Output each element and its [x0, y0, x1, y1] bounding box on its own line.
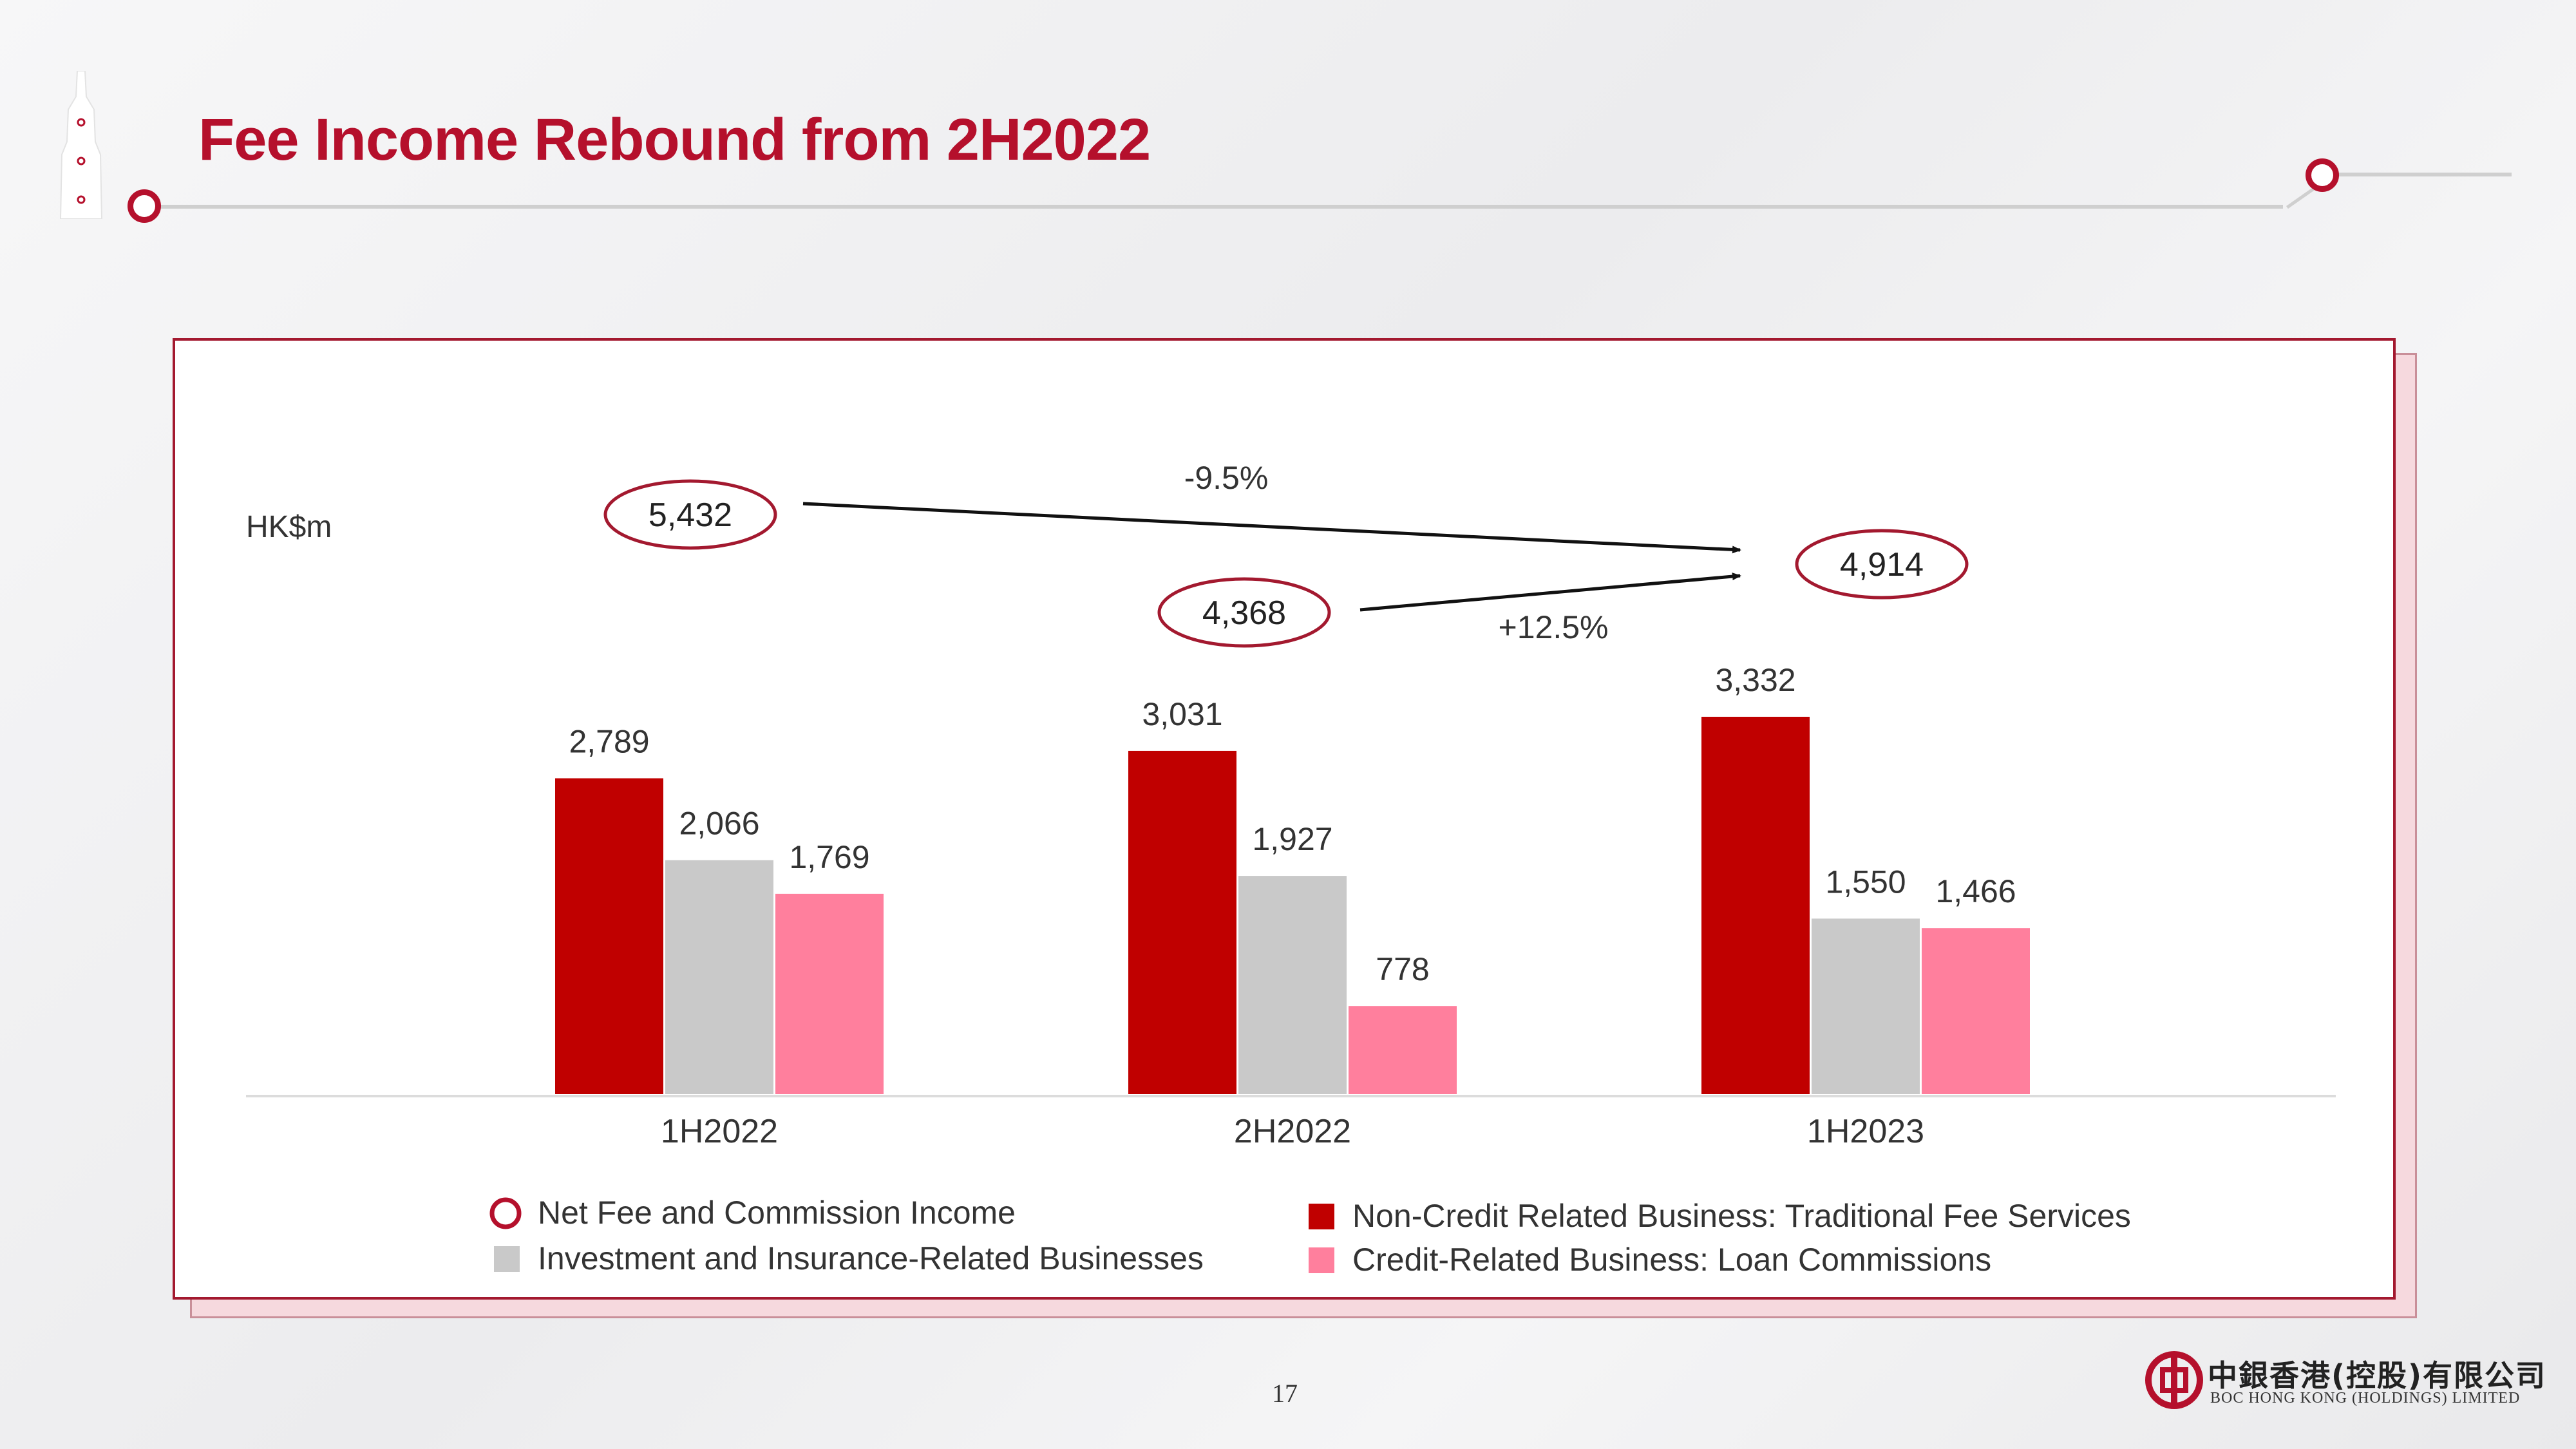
- legend-swatch: [494, 1246, 520, 1272]
- bar-value-label: 1,769: [789, 839, 869, 875]
- total-value-label: 4,368: [1202, 594, 1286, 632]
- bar-1H2022-s1: [665, 860, 773, 1094]
- page-number: 17: [1272, 1379, 1298, 1408]
- slide-title: Fee Income Rebound from 2H2022: [198, 107, 1151, 173]
- divider-ring-left-icon: [128, 189, 161, 223]
- total-ellipse: [603, 479, 777, 550]
- chart-card: HK$m 2,789 2,066 1,769 1H2022 3,031 1,927 778 2…: [173, 338, 2396, 1300]
- x-tick-label: 1H2022: [661, 1113, 778, 1150]
- bar-value-label: 2,066: [679, 806, 759, 842]
- bar-value-label: 2,789: [569, 723, 649, 759]
- total-value-label: 4,914: [1840, 546, 1924, 583]
- bar-2H2022-s1: [1238, 876, 1347, 1094]
- x-tick-label: 1H2023: [1807, 1113, 1924, 1150]
- boc-logo-icon: [2145, 1351, 2203, 1409]
- x-tick-label: 2H2022: [1234, 1113, 1351, 1150]
- bar-1H2022-s0: [555, 778, 663, 1094]
- bar-1H2023-s2: [1922, 928, 2030, 1094]
- change-label: +12.5%: [1499, 609, 1609, 645]
- bar-2H2022-s0: [1128, 750, 1236, 1094]
- legend-label: Investment and Insurance-Related Busines…: [538, 1240, 1204, 1276]
- company-name-cn: 中銀香港(控股)有限公司: [2208, 1358, 2547, 1393]
- bar-value-label: 1,927: [1252, 821, 1332, 857]
- legend-label: Non-Credit Related Business: Traditional…: [1352, 1198, 2131, 1234]
- company-name-en: BOC HONG KONG (HOLDINGS) LIMITED: [2210, 1390, 2521, 1406]
- legend-label: Credit-Related Business: Loan Commission…: [1352, 1242, 1991, 1278]
- total-ellipse: [1157, 577, 1331, 648]
- header-divider-right: [2334, 173, 2512, 176]
- total-value-label: 5,432: [649, 497, 732, 534]
- legend-marker-total: [489, 1197, 522, 1229]
- divider-ring-right-icon: [2306, 158, 2339, 192]
- legend-label: Net Fee and Commission Income: [538, 1195, 1016, 1231]
- change-label: -9.5%: [1184, 460, 1269, 496]
- bar-value-label: 3,031: [1142, 696, 1222, 732]
- unit-label: HK$m: [246, 510, 332, 544]
- header-divider: [158, 205, 2283, 209]
- bar-1H2023-s1: [1812, 918, 1920, 1094]
- bar-1H2022-s2: [775, 893, 884, 1094]
- fee-income-chart: HK$m 2,789 2,066 1,769 1H2022 3,031 1,927 778 2…: [246, 460, 2336, 1278]
- bar-value-label: 778: [1376, 951, 1429, 987]
- building-logo-icon: [59, 71, 103, 219]
- legend-swatch: [1309, 1247, 1334, 1273]
- bar-1H2023-s0: [1701, 717, 1810, 1094]
- change-arrow-1h2022: [802, 502, 1741, 554]
- bar-value-label: 1,466: [1935, 873, 2016, 909]
- bar-2H2022-s2: [1349, 1006, 1457, 1094]
- bar-value-label: 3,332: [1715, 662, 1795, 698]
- bar-value-label: 1,550: [1825, 864, 1906, 900]
- total-ellipse: [1795, 529, 1969, 600]
- legend-swatch: [1309, 1204, 1334, 1229]
- change-arrow-2h2022: [1359, 573, 1741, 612]
